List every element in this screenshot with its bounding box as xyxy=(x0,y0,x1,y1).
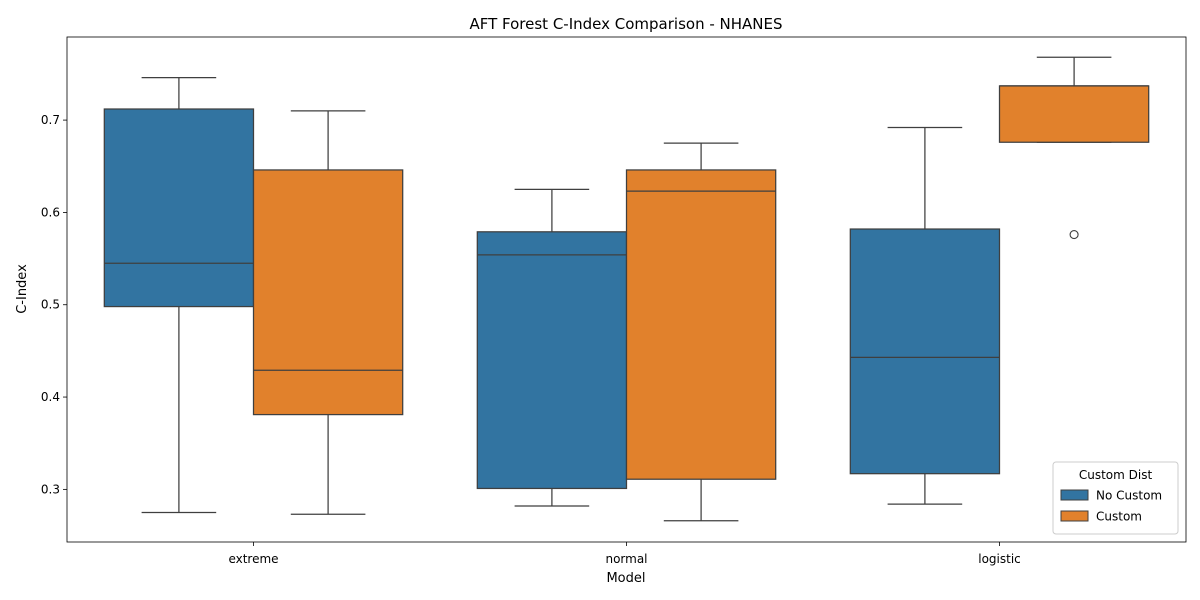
legend-title: Custom Dist xyxy=(1079,468,1153,482)
y-tick-label: 0.3 xyxy=(41,482,60,496)
y-tick-label: 0.7 xyxy=(41,113,60,127)
box-custom-extreme xyxy=(252,169,404,416)
chart-title: AFT Forest C-Index Comparison - NHANES xyxy=(469,15,782,33)
box-no-custom-normal xyxy=(476,231,628,490)
plot-area: 0.3 0.4 0.5 0.6 0.7 extreme normal logistic xyxy=(41,36,1187,566)
box-custom-normal xyxy=(625,169,777,480)
x-tick-label: extreme xyxy=(228,552,278,566)
legend: Custom Dist No Custom Custom xyxy=(1052,461,1179,535)
x-tick-label: normal xyxy=(605,552,647,566)
box-no-custom-extreme xyxy=(103,108,255,308)
y-tick-label: 0.4 xyxy=(41,390,60,404)
legend-swatch-custom xyxy=(1060,510,1089,522)
box-custom-logistic xyxy=(998,85,1150,143)
legend-label-custom: Custom xyxy=(1096,510,1142,524)
y-tick-label: 0.6 xyxy=(41,205,60,219)
x-axis-label: Model xyxy=(606,571,645,586)
y-tick-label: 0.5 xyxy=(41,298,60,312)
y-axis-label: C-Index xyxy=(15,264,30,314)
legend-label-no-custom: No Custom xyxy=(1096,489,1162,503)
outlier-custom-logistic-0 xyxy=(1069,230,1079,240)
box-no-custom-logistic xyxy=(849,228,1001,475)
legend-swatch-no-custom xyxy=(1060,489,1089,501)
x-tick-label: logistic xyxy=(978,552,1021,566)
